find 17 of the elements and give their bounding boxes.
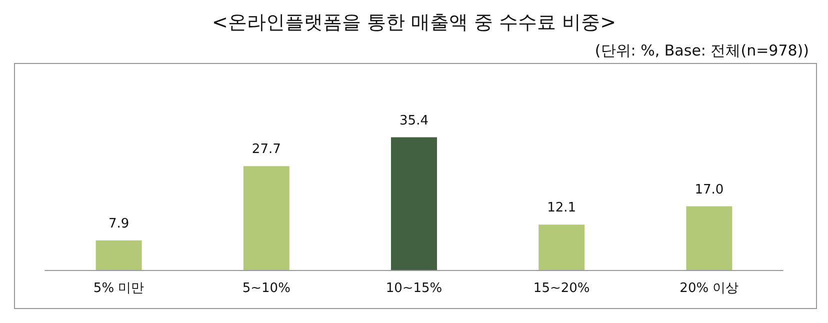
data-label: 17.0 [694,182,724,198]
bar [391,137,437,270]
bar [686,206,732,270]
x-tick-label: 15~20% [533,281,590,296]
data-label: 12.1 [547,200,576,216]
bar [243,166,290,270]
x-tick-label: 20% 이상 [680,281,739,296]
bar [96,240,142,270]
chart-subtitle: (단위: %, Base: 전체(n=978)) [594,42,810,60]
bar [538,224,585,270]
chart-title: <온라인플랫폼을 통한 매출액 중 수수료 비중> [212,12,616,34]
x-tick-label: 10~15% [386,281,442,296]
x-tick-label: 5% 미만 [93,281,144,296]
data-label: 35.4 [400,113,428,128]
data-label: 7.9 [108,216,130,232]
data-label: 27.7 [252,142,281,158]
x-tick-label: 5~10% [242,281,290,296]
